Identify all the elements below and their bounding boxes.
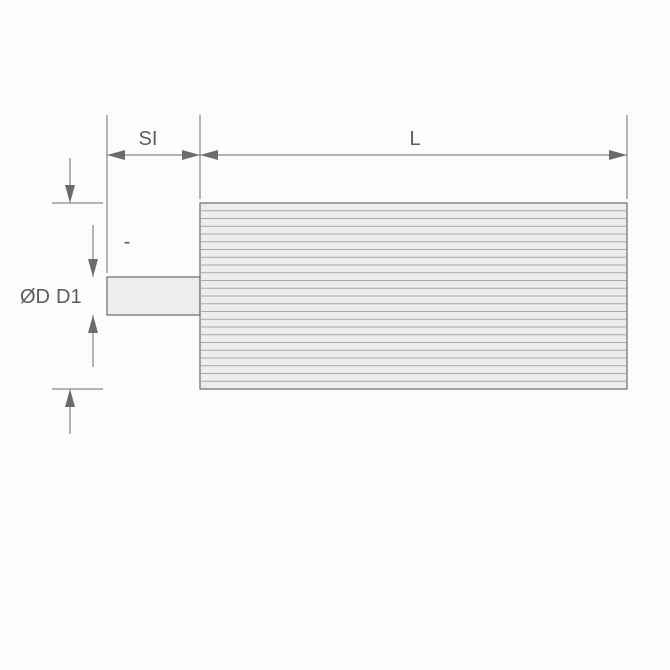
label-d: ØD <box>20 286 50 308</box>
label-d1: D1 <box>56 286 82 308</box>
label-l: L <box>409 128 420 150</box>
technical-drawing: SI L ØD D1 - <box>0 0 670 670</box>
shaft-rect <box>107 277 200 315</box>
label-si: SI <box>139 128 158 150</box>
label-dash: - <box>124 231 131 253</box>
